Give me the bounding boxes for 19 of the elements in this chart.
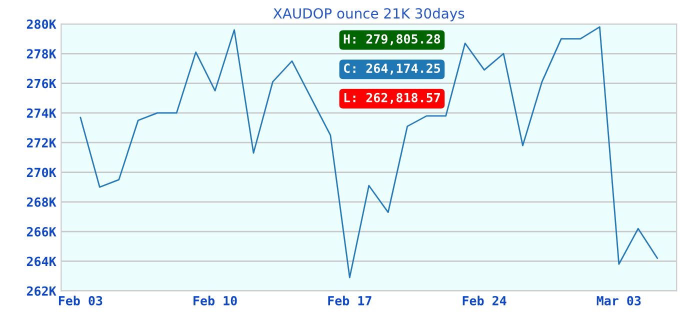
- x-tick-label: Mar 03: [596, 296, 641, 306]
- y-tick-label: 274K: [26, 108, 56, 118]
- y-tick-label: 280K: [26, 19, 56, 29]
- x-tick-label: Feb 17: [328, 296, 372, 306]
- y-tick-label: 278K: [26, 49, 56, 59]
- x-tick-label: Feb 10: [194, 296, 237, 306]
- x-tick-label: Feb 24: [462, 296, 506, 306]
- y-tick-label: 266K: [26, 227, 56, 237]
- y-tick-label: 276K: [26, 78, 56, 88]
- annotation: H: 279,805.28: [344, 34, 440, 46]
- y-tick-label: 268K: [26, 197, 56, 207]
- annotation: C: 264,174.25: [344, 64, 440, 75]
- y-tick-label: 264K: [26, 256, 56, 266]
- x-tick-label: Feb 03: [58, 296, 102, 306]
- y-tick-label: 272K: [26, 138, 56, 148]
- y-tick-label: 262K: [26, 286, 56, 296]
- chart-title: XAUDOP ounce 21K 30days: [273, 8, 464, 22]
- annotation: L: 262,818.57: [344, 92, 440, 104]
- y-tick-label: 270K: [26, 168, 56, 178]
